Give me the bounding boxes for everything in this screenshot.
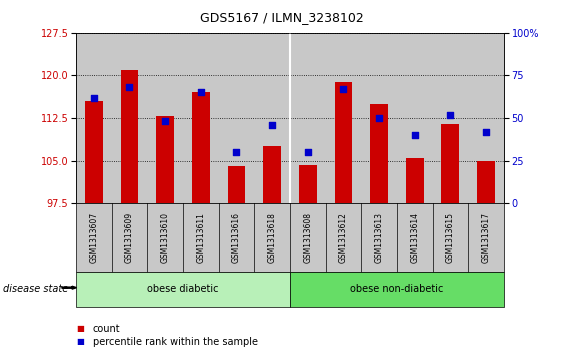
Text: GSM1313618: GSM1313618 bbox=[267, 212, 276, 263]
Text: percentile rank within the sample: percentile rank within the sample bbox=[93, 337, 258, 347]
Text: ■: ■ bbox=[76, 338, 84, 346]
Bar bbox=[157, 116, 174, 203]
Bar bbox=[334, 82, 352, 203]
Point bbox=[232, 149, 241, 155]
Text: GSM1313614: GSM1313614 bbox=[410, 212, 419, 263]
Text: GSM1313609: GSM1313609 bbox=[125, 212, 134, 263]
Bar bbox=[477, 160, 495, 203]
Point bbox=[374, 115, 383, 121]
Bar bbox=[263, 146, 281, 203]
Text: count: count bbox=[93, 323, 120, 334]
Text: GSM1313612: GSM1313612 bbox=[339, 212, 348, 263]
Point bbox=[196, 90, 205, 95]
Text: GSM1313613: GSM1313613 bbox=[374, 212, 383, 263]
Text: obese diabetic: obese diabetic bbox=[148, 285, 218, 294]
Text: disease state: disease state bbox=[3, 285, 68, 294]
Bar bbox=[370, 104, 388, 203]
Text: ■: ■ bbox=[76, 324, 84, 333]
Bar bbox=[441, 124, 459, 203]
Bar bbox=[192, 92, 210, 203]
Point bbox=[90, 95, 99, 101]
Point bbox=[339, 86, 348, 92]
Point bbox=[481, 129, 490, 135]
Bar bbox=[299, 165, 316, 203]
Text: GDS5167 / ILMN_3238102: GDS5167 / ILMN_3238102 bbox=[200, 11, 363, 24]
Bar bbox=[227, 166, 245, 203]
Point bbox=[125, 84, 134, 90]
Text: GSM1313616: GSM1313616 bbox=[232, 212, 241, 263]
Bar bbox=[85, 101, 103, 203]
Text: GSM1313608: GSM1313608 bbox=[303, 212, 312, 263]
Text: GSM1313617: GSM1313617 bbox=[481, 212, 490, 263]
Bar bbox=[406, 158, 423, 203]
Text: GSM1313615: GSM1313615 bbox=[446, 212, 455, 263]
Bar bbox=[120, 70, 138, 203]
Text: GSM1313610: GSM1313610 bbox=[160, 212, 169, 263]
Point bbox=[303, 149, 312, 155]
Text: obese non-diabetic: obese non-diabetic bbox=[350, 285, 444, 294]
Point bbox=[267, 122, 276, 128]
Point bbox=[160, 118, 169, 124]
Point bbox=[410, 132, 419, 138]
Text: GSM1313611: GSM1313611 bbox=[196, 212, 205, 263]
Point bbox=[446, 112, 455, 118]
Text: GSM1313607: GSM1313607 bbox=[90, 212, 99, 263]
